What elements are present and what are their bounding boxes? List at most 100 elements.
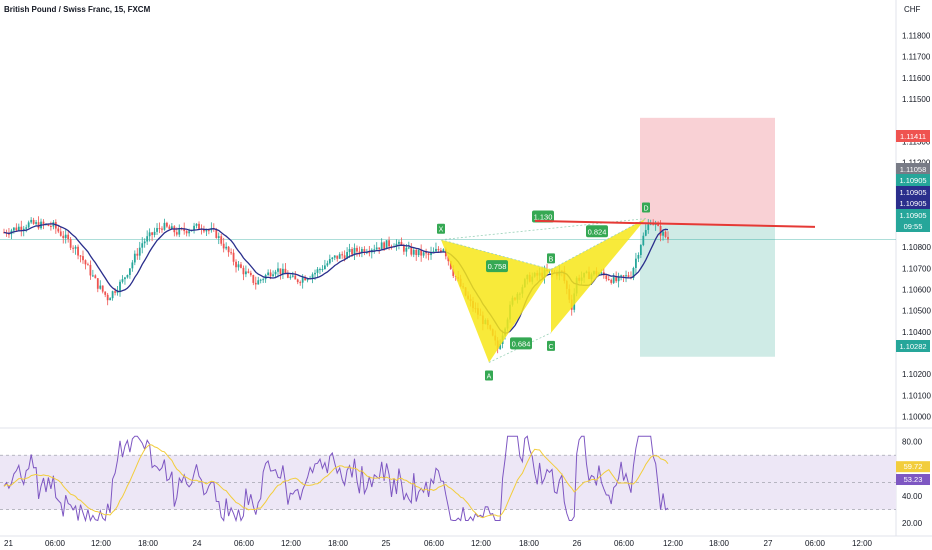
candle-body [222, 243, 225, 249]
stop-loss-zone [640, 117, 775, 225]
price-badge-label: 1.10905 [899, 211, 926, 220]
candle-body [232, 252, 235, 262]
candle-body [346, 252, 349, 259]
price-badge [896, 209, 930, 221]
pattern-point-d [642, 202, 650, 213]
candle-body [178, 228, 181, 235]
ratio-pill [510, 337, 532, 350]
candle-body [622, 275, 625, 277]
ratio-label: 0.684 [512, 339, 531, 348]
candle-body [657, 223, 660, 226]
position-zones [0, 117, 896, 357]
candle-body [402, 245, 405, 252]
price-axis: 1.118001.117001.116001.115001.113001.112… [896, 32, 931, 421]
candle-body [225, 246, 228, 249]
candle-body [625, 275, 627, 277]
candle-body [348, 249, 351, 253]
candle-body [121, 279, 124, 282]
candle-body [341, 254, 344, 256]
candle-body [267, 272, 270, 276]
price-badge [896, 197, 930, 209]
price-tick-label: 1.10400 [902, 328, 931, 337]
candle-body [101, 285, 104, 292]
candle-body [109, 298, 112, 301]
ratio-label: 0.758 [488, 262, 507, 271]
candle-body [49, 225, 52, 227]
time-tick-label: 06:00 [424, 539, 445, 548]
candle-body [25, 227, 28, 229]
candle-body [32, 219, 35, 224]
candle-body [8, 233, 10, 235]
candle-body [203, 229, 205, 232]
candle-body [336, 255, 339, 259]
candle-body [158, 228, 161, 230]
pattern-ratio-line [488, 332, 552, 363]
candle-body [153, 231, 156, 235]
price-grid [0, 0, 932, 537]
candle-body [235, 261, 237, 268]
candle-body [67, 234, 70, 240]
candle-body [168, 226, 171, 229]
candle-body [12, 227, 15, 231]
candle-body [59, 231, 62, 236]
candle-body [87, 264, 89, 266]
candle-body [126, 274, 129, 278]
candle-body [294, 275, 297, 280]
price-tick-label: 1.10000 [902, 412, 931, 421]
candle-body [410, 247, 413, 255]
price-badge-label: 1.10905 [899, 188, 926, 197]
candle-body [104, 291, 107, 295]
time-tick-label: 18:00 [709, 539, 730, 548]
pattern-triangle-xab [441, 239, 551, 363]
candle-body [667, 236, 669, 240]
price-tick-label: 1.10700 [902, 264, 931, 273]
candle-body [353, 247, 356, 255]
candle-body [94, 275, 97, 279]
pattern-point-label: A [487, 373, 492, 380]
candle-body [156, 228, 158, 232]
rsi-badge [896, 474, 930, 486]
price-badge-label: 1.10905 [899, 176, 926, 185]
candle-body [361, 249, 363, 254]
candle-body [279, 268, 282, 275]
price-tick-label: 1.11200 [902, 158, 931, 167]
candle-body [195, 223, 198, 226]
candle-body [383, 242, 386, 250]
pattern-point-label: D [643, 206, 648, 213]
time-tick-label: 12:00 [471, 539, 492, 548]
candle-body [47, 224, 50, 226]
candle-body [296, 279, 299, 283]
candle-body [259, 279, 262, 281]
pattern-point-a [485, 370, 493, 381]
rsi-badge-label: 59.72 [904, 462, 923, 471]
candle-body [262, 279, 265, 281]
chart-title: British Pound / Swiss Franc, 15, FXCM [4, 5, 151, 14]
candle-body [430, 252, 432, 256]
candle-body [220, 236, 223, 244]
candle-body [323, 265, 326, 270]
time-tick-label: 12:00 [281, 539, 302, 548]
candle-body [131, 262, 134, 269]
pattern-point-x [437, 223, 445, 234]
take-profit-zone [640, 224, 775, 357]
candle-body [435, 248, 437, 252]
candle-body [42, 221, 45, 225]
price-tick-label: 1.11500 [902, 95, 931, 104]
rsi-tick-label: 40.00 [902, 492, 923, 501]
candle-body [301, 277, 304, 283]
candle-body [644, 230, 647, 236]
ratio-pill [586, 225, 608, 238]
price-badge-label: 1.10282 [899, 342, 926, 351]
candle-body [69, 239, 72, 248]
candle-body [193, 225, 195, 230]
candle-body [198, 223, 200, 229]
price-tick-label: 1.11800 [902, 32, 931, 41]
candle-body [607, 278, 610, 280]
candle-body [257, 280, 260, 285]
candle-body [215, 229, 218, 238]
candle-body [363, 249, 366, 253]
candle-body [642, 235, 645, 246]
candle-body [284, 268, 287, 275]
candle-body [245, 271, 247, 275]
